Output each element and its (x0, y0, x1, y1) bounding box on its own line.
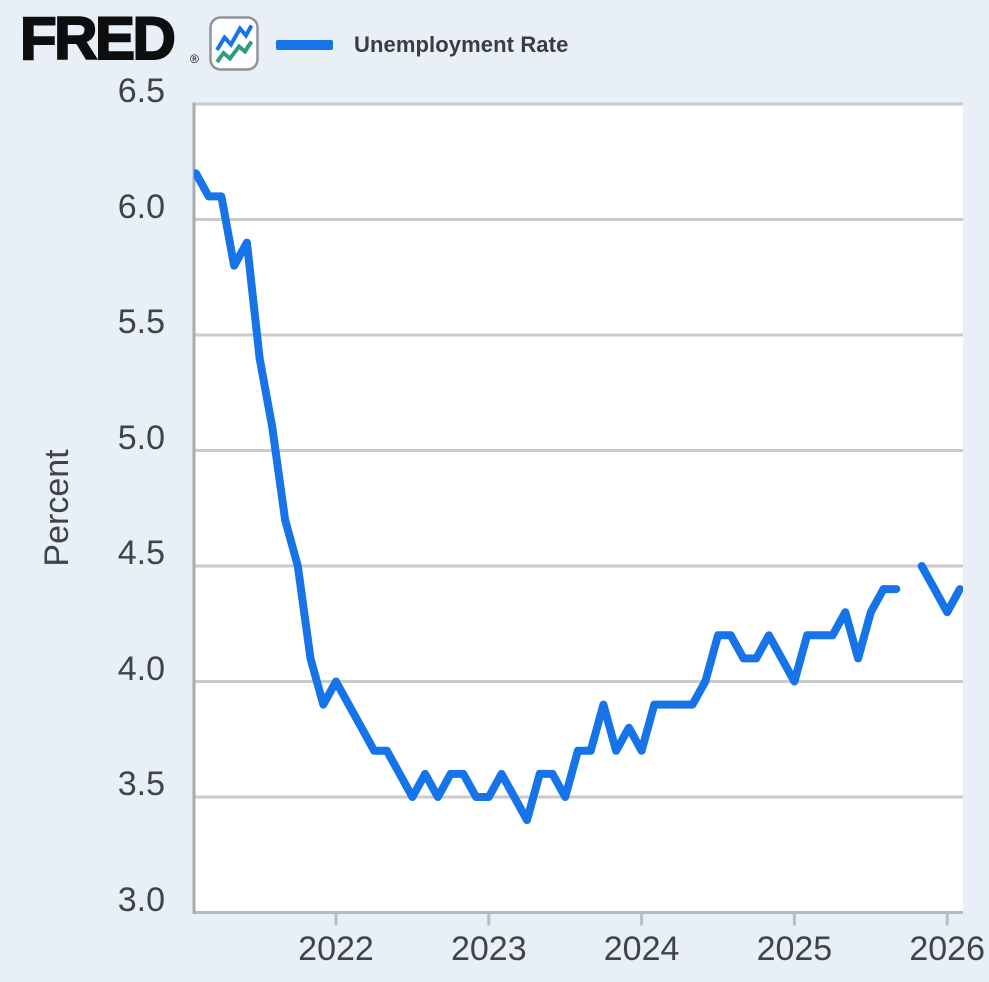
legend-series-unemployment-rate[interactable]: Unemployment Rate (276, 30, 568, 60)
y-tick-label-3.5: 3.5 (117, 765, 165, 803)
fred-logo[interactable]: FRED (19, 5, 177, 72)
x-tick-label-2022: 2022 (298, 930, 374, 968)
icon-green-zigzag (215, 40, 254, 64)
y-tick-label-6.5: 6.5 (117, 72, 165, 110)
unemployment-rate-line-segment-2 (917, 562, 963, 617)
fred-chart-icon (209, 16, 259, 71)
y-tick-label-3.0: 3.0 (117, 880, 165, 919)
x-tick-label-2025: 2025 (756, 930, 833, 968)
y-tick-label-5.5: 5.5 (117, 303, 165, 341)
x-tick-label-2023: 2023 (450, 930, 527, 968)
y-tick-label-5.0: 5.0 (117, 418, 165, 457)
registered-trademark-symbol: ® (190, 52, 199, 66)
y-tick-label-4.5: 4.5 (117, 534, 165, 572)
x-tick-label-2026: 2026 (909, 930, 985, 968)
x-tick-label-2024: 2024 (603, 930, 680, 968)
y-tick-label-4.0: 4.0 (117, 649, 165, 688)
icon-blue-zigzag (215, 24, 254, 52)
y-tick-label-6.0: 6.0 (117, 187, 165, 226)
legend-line-swatch (276, 40, 333, 50)
unemployment-rate-line-segment-1 (194, 169, 901, 825)
plot-background (194, 104, 963, 913)
legend-series-label: Unemployment Rate (354, 32, 569, 57)
